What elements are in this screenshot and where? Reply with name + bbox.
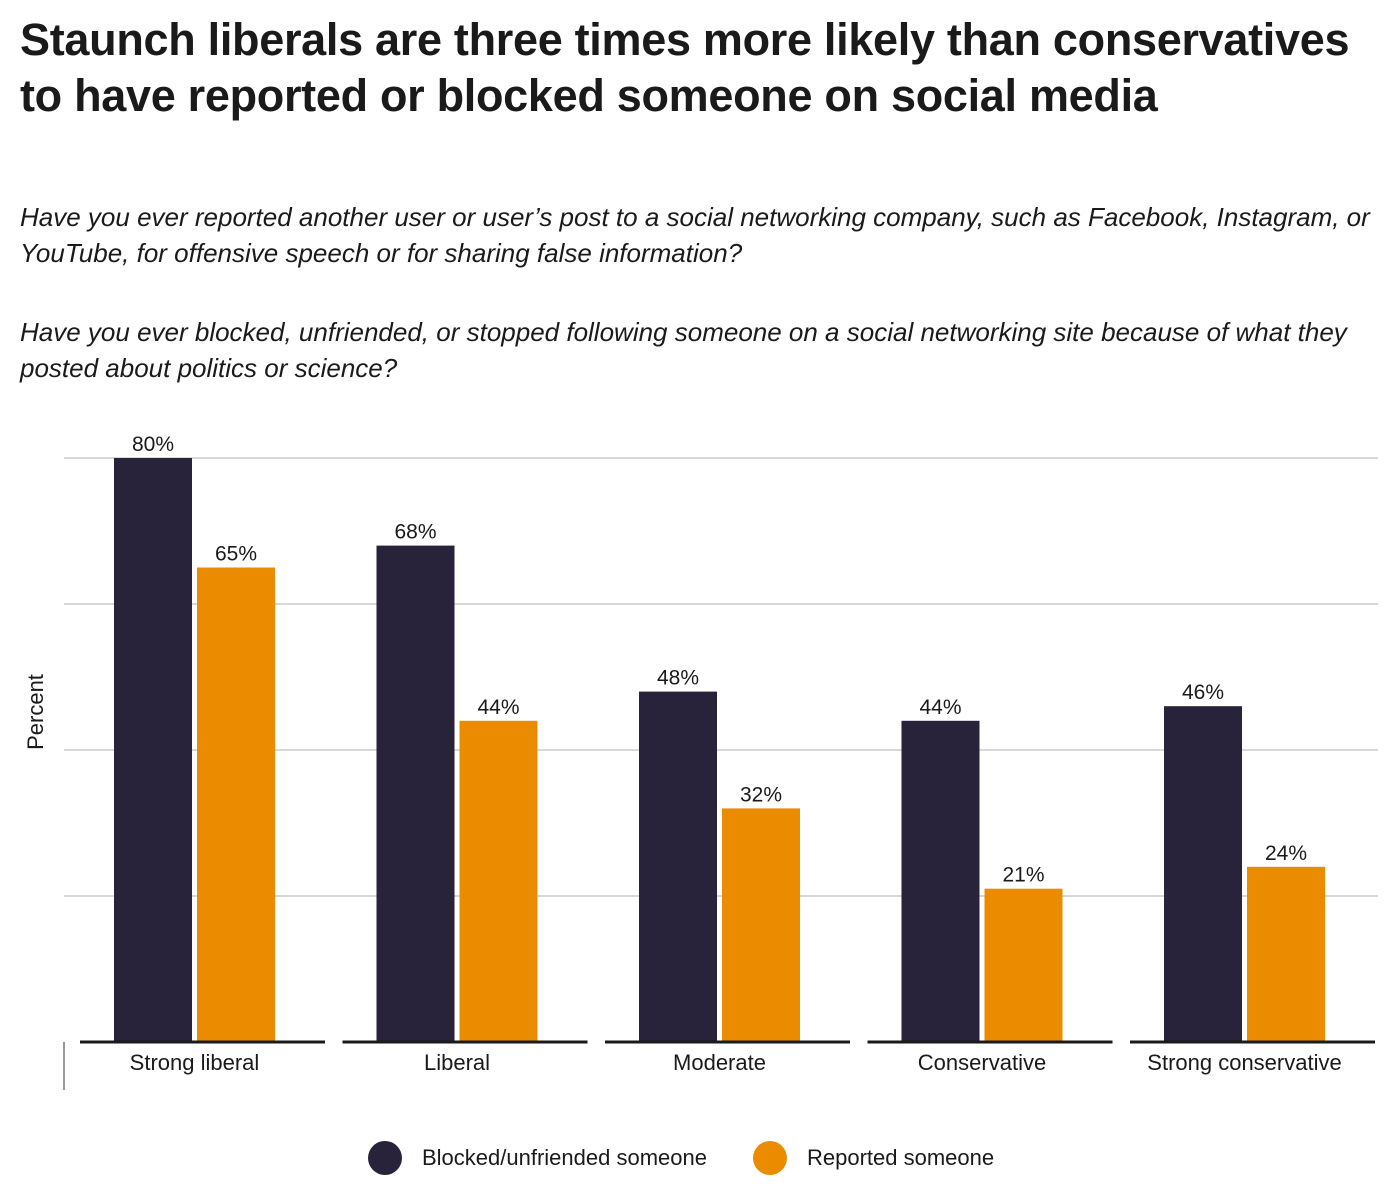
bars: 80% 65% 68% 44% 48% 32% 44% 21% 46% 24% xyxy=(114,433,1325,1042)
data-label-reported-2: 32% xyxy=(740,783,782,806)
data-label-blocked-2: 48% xyxy=(657,667,699,690)
data-label-reported-1: 44% xyxy=(477,696,519,719)
bar-reported-4 xyxy=(1247,866,1325,1042)
data-label-reported-0: 65% xyxy=(215,543,257,566)
bar-blocked-1 xyxy=(376,545,455,1042)
category-label-3: Conservative xyxy=(918,1050,1046,1075)
legend-swatch-blocked xyxy=(368,1141,402,1175)
legend-item-blocked: Blocked/unfriended someone xyxy=(368,1141,707,1175)
bar-blocked-4 xyxy=(1164,706,1242,1042)
category-label-4: Strong conservative xyxy=(1147,1050,1341,1075)
bar-blocked-2 xyxy=(639,691,717,1042)
legend-swatch-reported xyxy=(752,1141,787,1175)
bar-blocked-0 xyxy=(114,458,192,1042)
bar-blocked-3 xyxy=(901,720,980,1042)
bar-reported-1 xyxy=(459,720,538,1042)
legend: Blocked/unfriended someone Reported some… xyxy=(368,1138,1040,1178)
data-label-blocked-0: 80% xyxy=(132,433,174,456)
x-axis: Strong liberal Liberal Moderate Conservativ… xyxy=(63,1040,1375,1090)
data-label-blocked-4: 46% xyxy=(1182,681,1224,704)
survey-question-reported: Have you ever reported another user or u… xyxy=(20,202,1370,268)
bar-reported-2 xyxy=(722,808,800,1042)
data-label-blocked-1: 68% xyxy=(394,521,436,544)
data-label-blocked-3: 44% xyxy=(919,696,961,719)
category-label-0: Strong liberal xyxy=(130,1050,260,1075)
data-label-reported-3: 21% xyxy=(1002,864,1044,887)
category-label-2: Moderate xyxy=(673,1050,766,1075)
category-label-1: Liberal xyxy=(424,1050,490,1075)
y-axis-label: Percent xyxy=(23,674,48,750)
legend-label-blocked: Blocked/unfriended someone xyxy=(422,1145,707,1170)
chart-title: Staunch liberals are three times more li… xyxy=(20,14,1350,121)
legend-label-reported: Reported someone xyxy=(806,1145,995,1170)
bar-reported-0 xyxy=(197,567,275,1042)
survey-question-blocked: Have you ever blocked, unfriended, or st… xyxy=(20,317,1347,383)
data-label-reported-4: 24% xyxy=(1265,842,1307,865)
bar-chart: 80% 65% 68% 44% 48% 32% 44% 21% 46% 24% Strong li… xyxy=(23,433,1378,1090)
gridlines xyxy=(64,457,1378,897)
bar-reported-3 xyxy=(984,888,1063,1042)
legend-item-reported: Reported someone xyxy=(752,1141,995,1175)
